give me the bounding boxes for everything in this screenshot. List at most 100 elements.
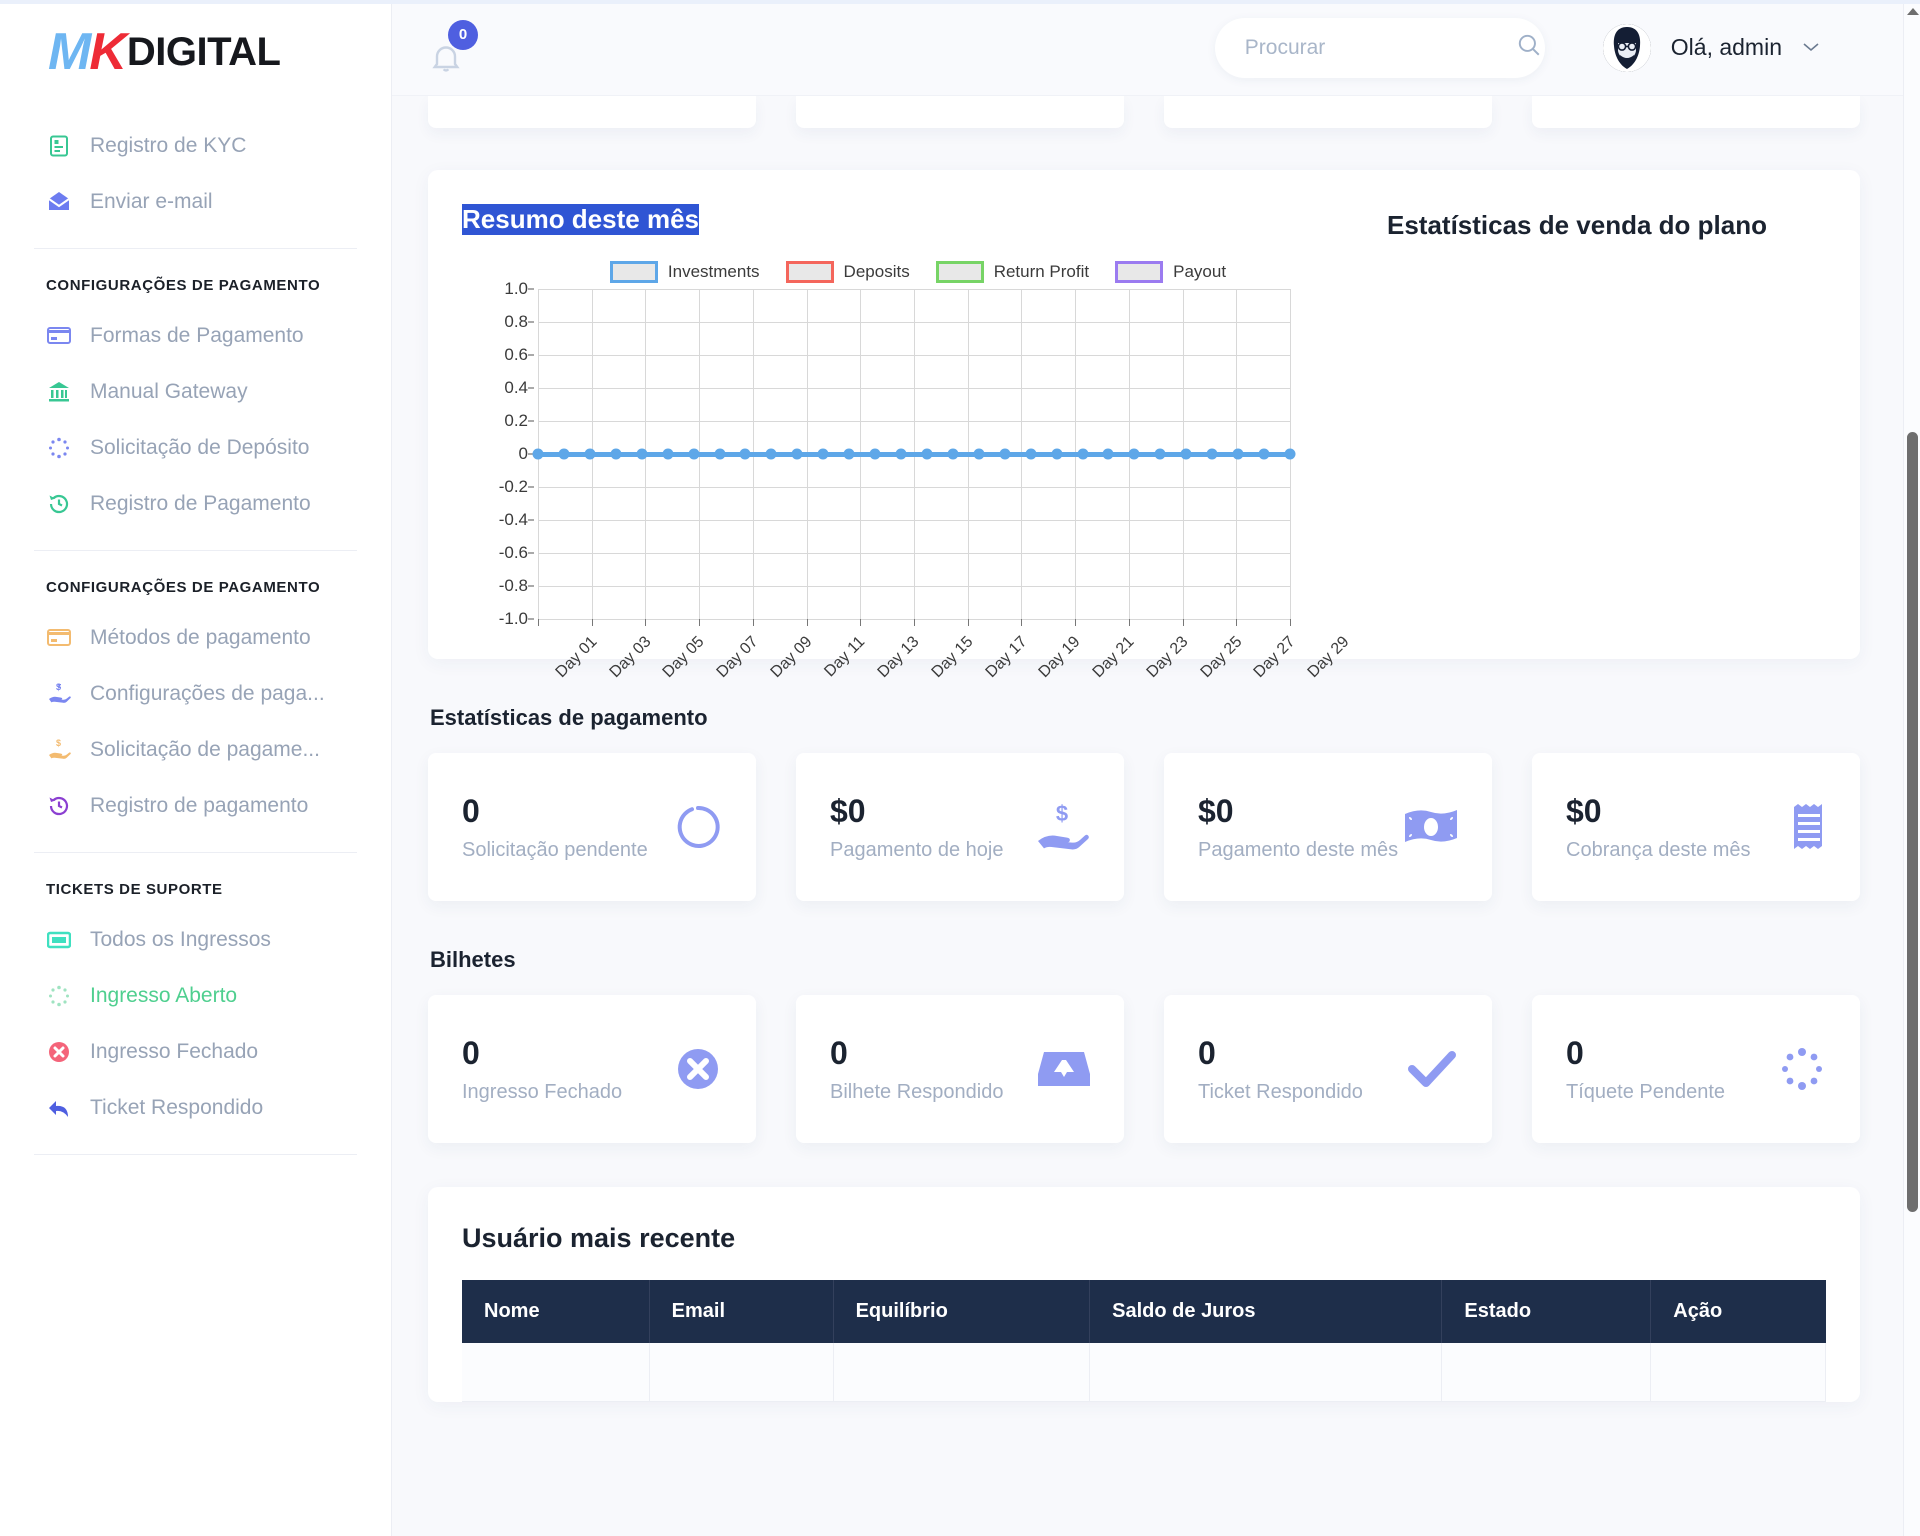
chart-legend-item[interactable]: Payout [1115,261,1226,283]
sidebar-item-ingresso-aberto[interactable]: Ingresso Aberto [0,968,391,1024]
sidebar-item-label: Solicitação de pagame... [90,738,320,761]
stat-card-label: Solicitação pendente [462,838,648,861]
top-card-stub[interactable] [428,96,756,128]
y-axis-tick-mark [528,354,534,356]
search-icon[interactable] [1516,32,1542,63]
monthly-summary-chart-section: Resumo deste mês Investments Deposits Retu… [462,204,1352,681]
sidebar-item-configuracoes-de-pagamento[interactable]: $ Configurações de paga... [0,666,391,722]
sidebar-item-registro-de-pagamento-1[interactable]: Registro de Pagamento [0,476,391,532]
sidebar-item-enviar-email[interactable]: Enviar e-mail [0,174,391,230]
y-axis-tick-mark [528,618,534,620]
chart-y-axis: 1.0 0.8 0.6 0.4 0.2 0 -0.2 -0.4 -0.6 -0.8 -1.0 [472,279,534,628]
stat-card-value: 0 [1566,1035,1584,1072]
sidebar-item-manual-gateway[interactable]: Manual Gateway [0,364,391,420]
x-axis-tick-mark [1182,619,1184,626]
check-icon [1406,1047,1458,1091]
y-axis-tick-mark [528,288,534,290]
sidebar-item-ingresso-fechado[interactable]: Ingresso Fechado [0,1024,391,1080]
sidebar-item-label: Todos os Ingressos [90,928,271,951]
payment-stats-title: Estatísticas de pagamento [430,705,708,730]
stat-card-pagamento-de-hoje[interactable]: $0 Pagamento de hoje $ [796,753,1124,901]
x-axis-tick-label: Day 03 [606,633,655,682]
table-cell [1441,1343,1652,1402]
chart-data-point [999,448,1011,460]
sidebar-item-label: Ingresso Fechado [90,1040,259,1063]
user-menu[interactable]: Olá, admin [1602,23,1820,72]
history-clock-icon [46,793,72,819]
chart-data-point [1102,448,1114,460]
notifications-button[interactable]: 0 [428,19,478,76]
inbox-icon [1038,1048,1090,1090]
x-axis-tick-label: Day 07 [713,633,762,682]
reply-arrow-icon [46,1095,72,1121]
sidebar-item-label: Métodos de pagamento [90,626,311,649]
stat-card-pagamento-deste-mes[interactable]: $0 Pagamento deste mês [1164,753,1492,901]
chart-data-point [817,448,829,460]
y-axis-tick-label: -0.2 [498,477,528,496]
sidebar-item-label: Registro de pagamento [90,794,309,817]
sidebar-item-ticket-respondido[interactable]: Ticket Respondido [0,1080,391,1136]
top-card-stub[interactable] [1532,96,1860,128]
sidebar: MK DIGITAL Registro de KYC Enviar e-mail… [0,0,392,1536]
hand-money-icon: $ [46,681,72,707]
stat-card-ticket-respondido[interactable]: 0 Ticket Respondido [1164,995,1492,1143]
chart-data-point [584,448,596,460]
summary-panel: Resumo deste mês Investments Deposits Retu… [428,170,1860,681]
sidebar-item-solicitacao-de-deposito[interactable]: Solicitação de Depósito [0,420,391,476]
stat-card-value: 0 [462,793,480,830]
x-axis-tick-label: Day 19 [1036,633,1084,682]
sidebar-item-label: Configurações de paga... [90,682,325,705]
table-cell [462,1343,650,1402]
y-axis-tick-mark [528,486,534,488]
chart-legend: Investments Deposits Return Profit Payout [532,261,1304,283]
search-box[interactable] [1214,17,1545,78]
chart-data-point [1154,448,1166,460]
x-axis-tick-mark [1021,619,1023,626]
sidebar-item-metodos-de-pagamento[interactable]: Métodos de pagamento [0,610,391,666]
y-axis-tick-label: 1.0 [504,279,528,298]
table-column-header: Estado [1441,1280,1652,1343]
logo-mk-text: MK [48,26,127,78]
sidebar-item-formas-de-pagamento[interactable]: Formas de Pagamento [0,308,391,364]
x-axis-tick-label: Day 01 [552,633,601,682]
stat-card-value: $0 [1566,793,1602,830]
stat-card-tiquete-pendente[interactable]: 0 Tíquete Pendente [1532,995,1860,1143]
sidebar-item-registro-de-pagamento-2[interactable]: Registro de pagamento [0,778,391,834]
spinner-dots-icon [46,983,72,1009]
chevron-down-icon[interactable] [1802,38,1820,58]
chart-data-point [688,448,700,460]
chart-data-point [1025,448,1037,460]
stat-card-ingresso-fechado[interactable]: 0 Ingresso Fechado [428,995,756,1143]
top-card-stub[interactable] [1164,96,1492,128]
search-input[interactable] [1244,35,1516,60]
y-axis-tick-label: 0 [518,444,528,463]
x-axis-tick-label: Day 21 [1089,633,1138,682]
chart-legend-item[interactable]: Deposits [785,261,910,283]
x-axis-tick-label: Day 11 [820,633,868,681]
brand-logo[interactable]: MK DIGITAL [0,0,391,118]
sidebar-item-solicitacao-de-pagamento[interactable]: $ Solicitação de pagame... [0,722,391,778]
chart-legend-item[interactable]: Investments [609,261,760,283]
svg-text:$: $ [56,682,61,692]
sidebar-item-registro-de-kyc[interactable]: Registro de KYC [0,118,391,174]
sidebar-item-todos-os-ingressos[interactable]: Todos os Ingressos [0,912,391,968]
stat-card-label: Pagamento deste mês [1198,838,1399,861]
stat-card-cobranca-deste-mes[interactable]: $0 Cobrança deste mês [1532,753,1860,901]
scroll-up-arrow-icon[interactable] [1907,8,1919,15]
logo-digital-text: DIGITAL [126,30,281,74]
scrollbar-thumb[interactable] [1907,432,1918,1212]
sidebar-section-support-tickets: TICKETS DE SUPORTE [46,881,223,898]
chart-data-point [1284,448,1296,460]
stat-card-text: 0 Bilhete Respondido [830,1034,1003,1103]
chart-data-point [662,448,674,460]
y-axis-tick-label: 0.4 [504,378,528,397]
vertical-scrollbar[interactable] [1903,0,1920,1536]
stat-card-text: $0 Pagamento de hoje [830,792,1003,861]
stat-card-solicitacao-pendente[interactable]: 0 Solicitação pendente [428,753,756,901]
chart-legend-item[interactable]: Return Profit [935,261,1089,283]
top-card-stub[interactable] [796,96,1124,128]
stat-card-bilhete-respondido[interactable]: 0 Bilhete Respondido [796,995,1124,1143]
sidebar-divider-1 [34,248,357,249]
stat-card-text: 0 Tíquete Pendente [1566,1034,1725,1103]
